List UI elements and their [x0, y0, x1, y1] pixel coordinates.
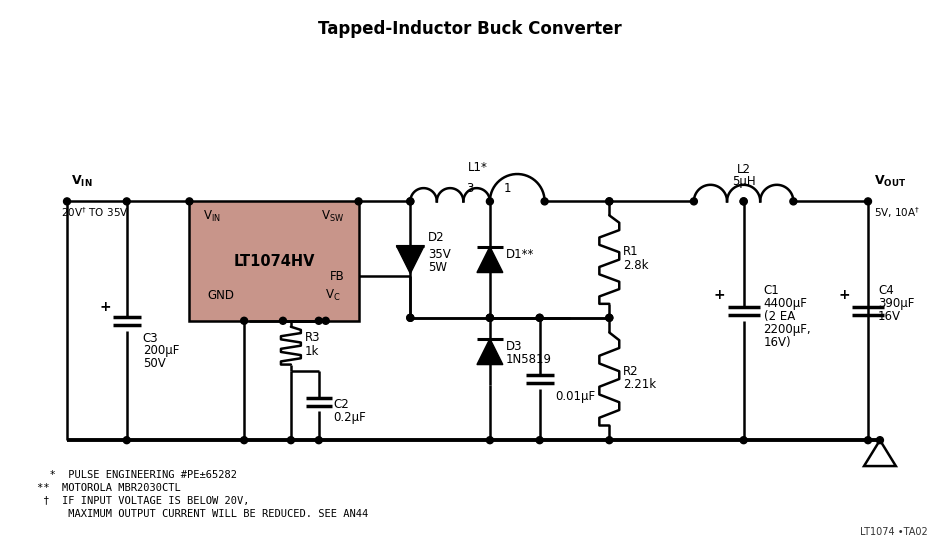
Text: 35V: 35V — [429, 248, 451, 261]
Polygon shape — [864, 440, 896, 466]
Circle shape — [536, 436, 543, 444]
Circle shape — [407, 198, 414, 205]
Text: 16V): 16V) — [763, 336, 791, 349]
Text: 3: 3 — [466, 182, 474, 195]
Text: C2: C2 — [334, 398, 350, 411]
Text: C3: C3 — [143, 332, 158, 345]
Circle shape — [605, 436, 613, 444]
Circle shape — [486, 436, 494, 444]
Circle shape — [740, 198, 747, 205]
Text: $\mathregular{V_{SW}}$: $\mathregular{V_{SW}}$ — [321, 208, 345, 224]
Circle shape — [123, 436, 131, 444]
Circle shape — [605, 198, 613, 205]
Text: +: + — [99, 300, 111, 314]
Text: MAXIMUM OUTPUT CURRENT WILL BE REDUCED. SEE AN44: MAXIMUM OUTPUT CURRENT WILL BE REDUCED. … — [38, 509, 368, 519]
Text: 16V: 16V — [878, 310, 901, 323]
Text: 0.2μF: 0.2μF — [334, 411, 367, 424]
Circle shape — [541, 198, 548, 205]
Text: $\mathregular{V_{OUT}}$: $\mathregular{V_{OUT}}$ — [874, 175, 906, 190]
Text: 0.01μF: 0.01μF — [556, 390, 596, 404]
Text: FB: FB — [330, 270, 345, 282]
Circle shape — [241, 436, 247, 444]
Text: C4: C4 — [878, 285, 894, 297]
Text: 1N5819: 1N5819 — [506, 353, 552, 366]
Text: +: + — [714, 288, 726, 302]
Text: 200μF: 200μF — [143, 344, 179, 357]
Text: D3: D3 — [506, 340, 523, 353]
Text: 2200μF,: 2200μF, — [763, 323, 811, 336]
Circle shape — [605, 314, 613, 321]
Circle shape — [315, 436, 322, 444]
Text: L2: L2 — [737, 162, 751, 176]
Circle shape — [241, 317, 247, 324]
Circle shape — [407, 198, 414, 205]
Polygon shape — [477, 339, 503, 365]
Text: R2: R2 — [623, 365, 639, 378]
Circle shape — [486, 314, 494, 321]
Circle shape — [407, 314, 414, 321]
Text: 50V: 50V — [143, 357, 165, 370]
Text: (2 EA: (2 EA — [763, 310, 795, 323]
Circle shape — [876, 436, 884, 444]
Circle shape — [64, 198, 70, 205]
Text: +: + — [838, 288, 850, 302]
Text: 5μH: 5μH — [732, 176, 756, 188]
Circle shape — [288, 436, 294, 444]
Circle shape — [279, 317, 287, 324]
Text: $\mathregular{V_{IN}}$: $\mathregular{V_{IN}}$ — [71, 175, 92, 190]
Text: D1**: D1** — [506, 248, 534, 261]
Text: L1*: L1* — [467, 161, 488, 173]
Text: R3: R3 — [305, 331, 321, 344]
Circle shape — [322, 317, 329, 324]
Text: 1k: 1k — [305, 345, 320, 358]
Circle shape — [536, 314, 543, 321]
Text: $\mathregular{V_{IN}}$: $\mathregular{V_{IN}}$ — [203, 208, 221, 224]
Text: 4400μF: 4400μF — [763, 297, 807, 310]
Text: $\mathregular{V_C}$: $\mathregular{V_C}$ — [325, 289, 340, 304]
Text: LT1074 •TA02: LT1074 •TA02 — [860, 527, 928, 537]
Text: Tapped-Inductor Buck Converter: Tapped-Inductor Buck Converter — [318, 20, 622, 38]
Text: LT1074HV: LT1074HV — [233, 254, 315, 269]
Polygon shape — [477, 247, 503, 272]
Circle shape — [186, 198, 193, 205]
Circle shape — [740, 436, 747, 444]
Text: D2: D2 — [429, 231, 445, 244]
Circle shape — [865, 198, 871, 205]
Circle shape — [536, 314, 543, 321]
Circle shape — [407, 314, 414, 321]
Text: 390μF: 390μF — [878, 297, 915, 310]
Circle shape — [790, 198, 797, 205]
Circle shape — [605, 314, 613, 321]
Polygon shape — [397, 246, 424, 274]
Text: 5W: 5W — [429, 261, 447, 274]
Circle shape — [315, 317, 322, 324]
Circle shape — [355, 198, 362, 205]
Text: **  MOTOROLA MBR2030CTL: ** MOTOROLA MBR2030CTL — [38, 483, 180, 493]
Circle shape — [605, 198, 613, 205]
Circle shape — [690, 198, 697, 205]
Text: *  PULSE ENGINEERING #PE±65282: * PULSE ENGINEERING #PE±65282 — [38, 470, 237, 480]
Text: GND: GND — [208, 290, 234, 302]
Text: 5V, 10A$\mathregular{^{\dagger}}$: 5V, 10A$\mathregular{^{\dagger}}$ — [874, 205, 920, 220]
Circle shape — [740, 198, 747, 205]
Text: †  IF INPUT VOLTAGE IS BELOW 20V,: † IF INPUT VOLTAGE IS BELOW 20V, — [38, 496, 250, 506]
Text: 2.8k: 2.8k — [623, 259, 649, 272]
Text: 2.21k: 2.21k — [623, 379, 656, 391]
Circle shape — [486, 314, 494, 321]
Text: R1: R1 — [623, 245, 639, 258]
Circle shape — [123, 198, 131, 205]
Circle shape — [865, 436, 871, 444]
Circle shape — [486, 314, 494, 321]
Circle shape — [486, 198, 494, 205]
Text: C1: C1 — [763, 285, 779, 297]
Text: 1: 1 — [504, 182, 511, 195]
Bar — [189, 201, 358, 321]
Text: 20V$\mathregular{^{\dagger}}$ TO 35V: 20V$\mathregular{^{\dagger}}$ TO 35V — [61, 205, 129, 219]
